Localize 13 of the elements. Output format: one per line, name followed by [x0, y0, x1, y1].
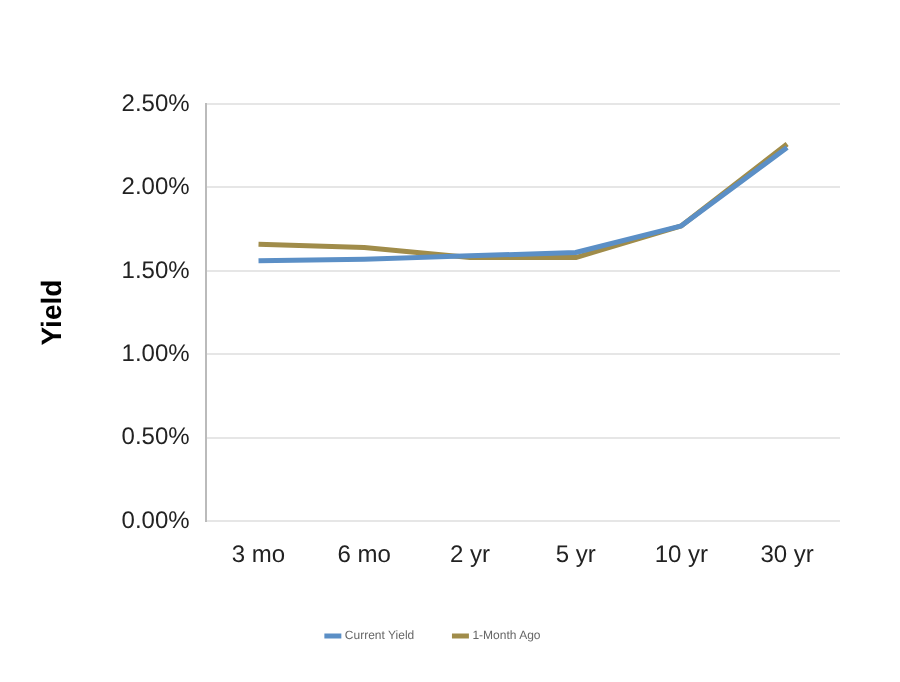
y-tick-label: 1.00% — [121, 338, 191, 367]
y-tick-label: 2.00% — [121, 172, 191, 201]
y-tick-label: 1.50% — [121, 255, 191, 284]
x-tick-label: 10 yr — [654, 540, 709, 569]
x-tick-label: 3 mo — [231, 540, 286, 569]
x-tick-label: 30 yr — [760, 540, 814, 569]
y-tick-label: 0.50% — [121, 422, 191, 451]
x-tick-label: 5 yr — [555, 540, 596, 569]
y-tick-label: 0.00% — [121, 505, 191, 534]
y-axis-title: Yield — [34, 279, 67, 346]
x-tick-label: 6 mo — [337, 540, 392, 569]
y-tick-label: 2.50% — [121, 88, 191, 117]
x-tick-label: 2 yr — [449, 540, 490, 569]
